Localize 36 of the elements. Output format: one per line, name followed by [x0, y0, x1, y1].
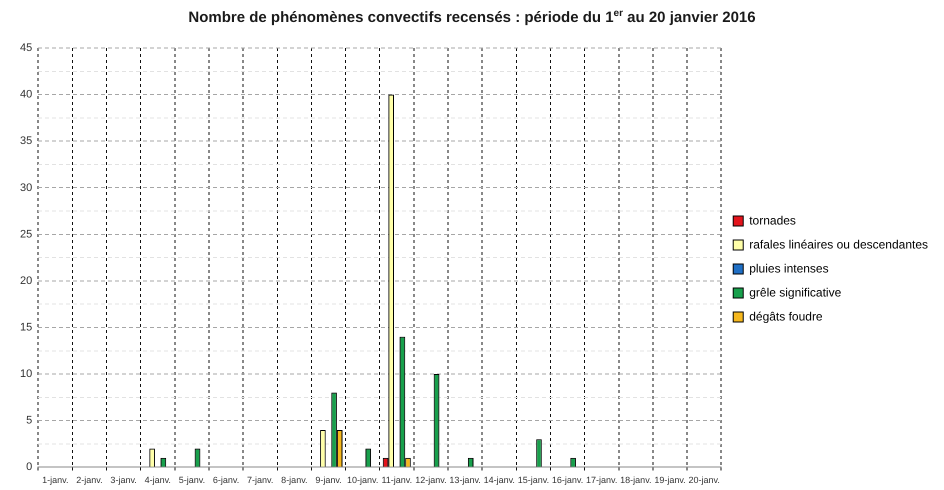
x-tick-label: 15-janv.: [518, 475, 550, 486]
y-tick-label: 10: [20, 368, 32, 380]
y-tick-label: 35: [20, 135, 32, 148]
x-tick-label: 4-janv.: [144, 475, 171, 486]
x-tick-label: 3-janv.: [110, 475, 137, 486]
x-tick-label: 9-janv.: [315, 475, 342, 486]
x-tick-label: 2-janv.: [76, 475, 103, 486]
x-tick-label: 16-janv.: [552, 475, 584, 486]
y-tick-label: 45: [20, 42, 32, 54]
x-tick-label: 18-janv.: [620, 475, 652, 486]
x-tick-label: 13-janv.: [449, 475, 481, 486]
x-tick-label: 6-janv.: [212, 475, 240, 486]
x-tick-label: 11-janv.: [381, 475, 412, 486]
y-tick-label: 25: [20, 228, 32, 240]
x-tick-label: 14-janv.: [484, 475, 515, 486]
legend-label: rafales linéaires ou descendantes: [749, 237, 928, 252]
legend-label: pluies intenses: [749, 261, 829, 276]
x-tick-label: 1-janv.: [42, 475, 68, 486]
legend-label: tornades: [749, 213, 796, 228]
y-tick-label: 0: [26, 461, 32, 474]
x-tick-label: 8-janv.: [281, 475, 308, 486]
chart-title: Nombre de phénomènes convectifs recensés : période du 1$^{er}$ au 20 janvier 2016: [187, 8, 757, 26]
x-tick-label: 17-janv.: [586, 475, 618, 486]
y-tick-label: 30: [20, 182, 32, 194]
y-tick-label: 5: [26, 414, 32, 427]
x-tick-label: 7-janv.: [247, 475, 274, 486]
y-tick-label: 40: [20, 88, 32, 101]
x-tick-label: 5-janv.: [178, 475, 206, 486]
legend-label: grêle significative: [749, 285, 842, 300]
x-tick-label: 12-janv.: [415, 475, 447, 486]
x-tick-label: 19-janv.: [654, 475, 686, 486]
x-tick-label: 10-janv.: [346, 475, 378, 486]
y-tick-label: 15: [20, 322, 32, 334]
y-tick-label: 20: [20, 274, 32, 287]
legend-label: dégâts foudre: [749, 309, 823, 324]
x-tick-label: 20-janv.: [688, 475, 720, 486]
